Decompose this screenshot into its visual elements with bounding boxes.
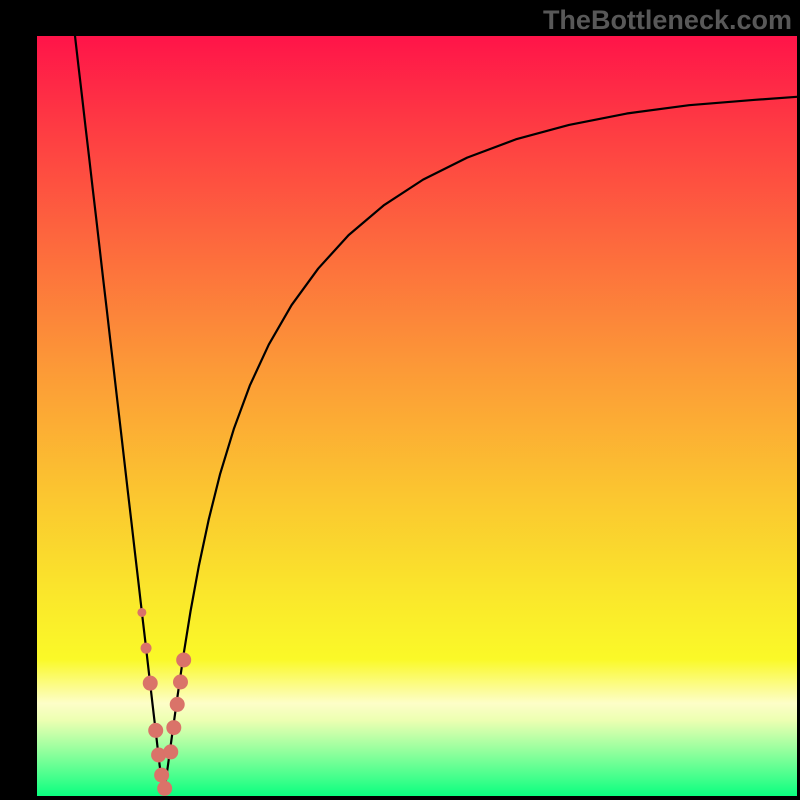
marker-dip-markers [149,723,163,737]
marker-dip-markers [164,745,178,759]
marker-dip-markers [155,768,169,782]
bottleneck-chart [37,36,797,796]
marker-left-mid-marker [141,643,151,653]
marker-dip-markers [177,653,191,667]
marker-dip-markers [167,721,181,735]
marker-dip-markers [158,781,172,795]
marker-dip-markers [173,675,187,689]
watermark-text: TheBottleneck.com [543,5,792,36]
marker-dip-markers [170,697,184,711]
marker-dip-markers [143,676,157,690]
chart-container: TheBottleneck.com [0,0,800,800]
marker-left-upper-marker [138,608,146,616]
